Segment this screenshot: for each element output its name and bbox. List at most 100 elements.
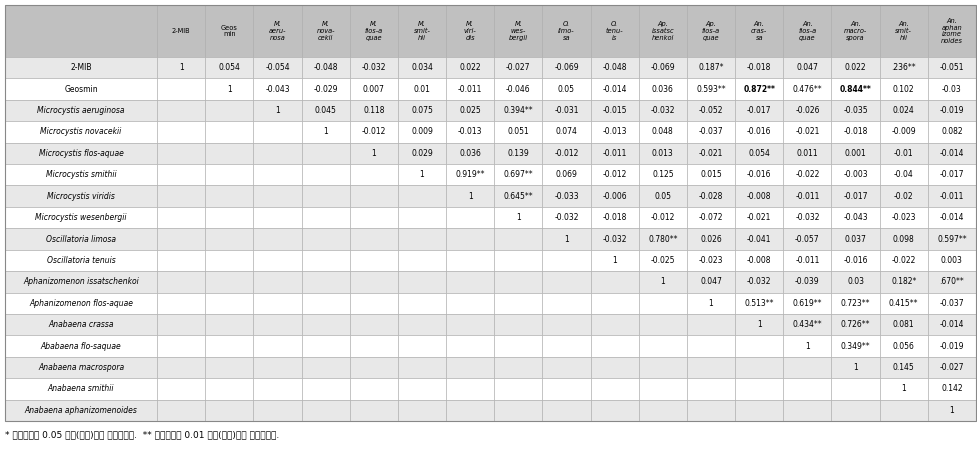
Text: -0.041: -0.041 — [746, 235, 771, 244]
Text: 0.05: 0.05 — [558, 85, 574, 94]
Text: 1: 1 — [852, 363, 857, 372]
Bar — [205, 121, 253, 143]
Bar — [783, 314, 830, 335]
Text: -0.019: -0.019 — [939, 106, 963, 115]
Text: 0.022: 0.022 — [844, 63, 866, 72]
Text: Oscillatoria tenuis: Oscillatoria tenuis — [47, 256, 115, 265]
Bar — [927, 57, 975, 78]
Text: An.
cras-
sa: An. cras- sa — [750, 21, 767, 41]
Bar — [493, 78, 542, 100]
Bar — [735, 57, 783, 78]
Bar — [398, 207, 446, 228]
Bar — [5, 293, 157, 314]
Bar — [350, 357, 398, 378]
Bar — [878, 293, 927, 314]
Text: 1: 1 — [901, 385, 905, 393]
Text: 1: 1 — [467, 192, 472, 201]
Text: -0.032: -0.032 — [746, 277, 771, 286]
Bar — [446, 121, 493, 143]
Bar — [735, 314, 783, 335]
Bar — [5, 121, 157, 143]
Text: 1: 1 — [756, 320, 761, 329]
Bar — [157, 185, 205, 207]
Bar — [493, 57, 542, 78]
Bar — [5, 271, 157, 293]
Bar — [878, 335, 927, 357]
Text: 1: 1 — [612, 256, 616, 265]
Bar — [253, 378, 301, 400]
Bar — [735, 293, 783, 314]
Text: -0.014: -0.014 — [939, 213, 963, 222]
Bar — [686, 164, 735, 185]
Text: -0.018: -0.018 — [746, 63, 771, 72]
Bar — [301, 185, 350, 207]
Text: 0.037: 0.037 — [844, 235, 866, 244]
Text: 0.476**: 0.476** — [791, 85, 822, 94]
Bar — [590, 400, 638, 421]
Text: 0.036: 0.036 — [652, 85, 673, 94]
Bar — [493, 400, 542, 421]
Bar — [590, 207, 638, 228]
Text: -0.02: -0.02 — [893, 192, 913, 201]
Bar — [205, 314, 253, 335]
Bar — [686, 335, 735, 357]
Bar — [205, 5, 253, 57]
Bar — [590, 121, 638, 143]
Bar — [5, 314, 157, 335]
Bar — [446, 78, 493, 100]
Bar — [927, 100, 975, 121]
Text: 0.011: 0.011 — [795, 149, 818, 158]
Bar — [398, 357, 446, 378]
Bar — [157, 335, 205, 357]
Text: -0.019: -0.019 — [939, 342, 963, 351]
Bar — [830, 228, 878, 250]
Text: 0.415**: 0.415** — [888, 299, 917, 308]
Bar — [157, 143, 205, 164]
Bar — [590, 78, 638, 100]
Bar — [446, 314, 493, 335]
Bar — [783, 207, 830, 228]
Text: 0.036: 0.036 — [459, 149, 481, 158]
Text: An.
flos-a
quae: An. flos-a quae — [797, 21, 816, 41]
Text: 0.726**: 0.726** — [840, 320, 870, 329]
Bar — [253, 335, 301, 357]
Bar — [205, 335, 253, 357]
Bar — [783, 57, 830, 78]
Bar — [253, 57, 301, 78]
Text: 0.054: 0.054 — [747, 149, 769, 158]
Bar — [735, 228, 783, 250]
Text: M.
nova-
cekii: M. nova- cekii — [316, 21, 334, 41]
Text: -0.013: -0.013 — [602, 127, 626, 136]
Bar — [830, 357, 878, 378]
Bar — [927, 314, 975, 335]
Text: 0.118: 0.118 — [362, 106, 384, 115]
Bar — [205, 78, 253, 100]
Text: 0.139: 0.139 — [507, 149, 529, 158]
Text: 0.015: 0.015 — [700, 170, 721, 179]
Bar — [398, 293, 446, 314]
Bar — [830, 100, 878, 121]
Text: 0.513**: 0.513** — [743, 299, 773, 308]
Text: 0.001: 0.001 — [844, 149, 866, 158]
Text: * 상관계수는 0.05 수준(양쪽)에서 유의합니다.  ** 상관계수는 0.01 수준(양쪽)에서 유의합니다.: * 상관계수는 0.05 수준(양쪽)에서 유의합니다. ** 상관계수는 0.… — [5, 430, 279, 439]
Bar — [783, 228, 830, 250]
Bar — [783, 250, 830, 271]
Text: -0.043: -0.043 — [265, 85, 289, 94]
Bar — [301, 207, 350, 228]
Text: 0.593**: 0.593** — [696, 85, 725, 94]
Bar — [878, 314, 927, 335]
Text: 0.047: 0.047 — [700, 277, 721, 286]
Text: 1: 1 — [708, 299, 712, 308]
Bar — [590, 250, 638, 271]
Bar — [878, 185, 927, 207]
Bar — [830, 143, 878, 164]
Bar — [735, 335, 783, 357]
Text: 1: 1 — [564, 235, 569, 244]
Bar — [638, 271, 686, 293]
Bar — [590, 57, 638, 78]
Bar — [638, 378, 686, 400]
Bar — [5, 207, 157, 228]
Text: -0.028: -0.028 — [699, 192, 722, 201]
Text: 0.047: 0.047 — [795, 63, 818, 72]
Bar — [350, 378, 398, 400]
